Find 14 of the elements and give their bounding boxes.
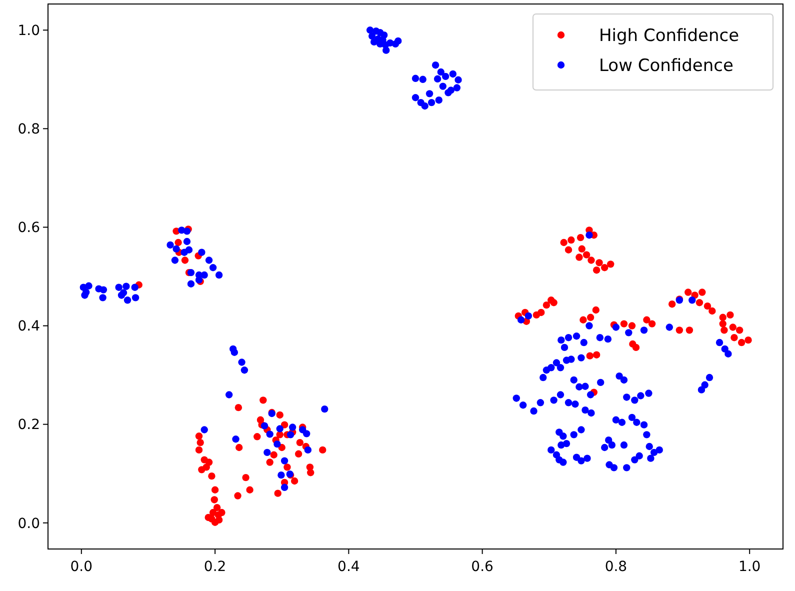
y-tick-label: 0.4 — [18, 318, 40, 335]
x-tick-label: 0.0 — [70, 559, 93, 575]
y-tick-label: 0.2 — [18, 417, 40, 434]
y-tick-label: 1.0 — [18, 23, 40, 40]
x-tick-label: 0.2 — [204, 559, 226, 575]
y-tick-label: 0.8 — [18, 122, 40, 138]
x-tick-label: 1.0 — [738, 559, 761, 575]
x-tick-label: 0.4 — [338, 559, 360, 575]
x-tick-label: 0.6 — [471, 559, 494, 575]
x-tick-label: 0.8 — [604, 559, 628, 575]
legend-label: Low Confidence — [599, 56, 734, 76]
legend-label: High Confidence — [599, 26, 740, 46]
y-tick-label: 0.0 — [18, 516, 40, 532]
y-tick-label: 0.6 — [18, 220, 40, 236]
